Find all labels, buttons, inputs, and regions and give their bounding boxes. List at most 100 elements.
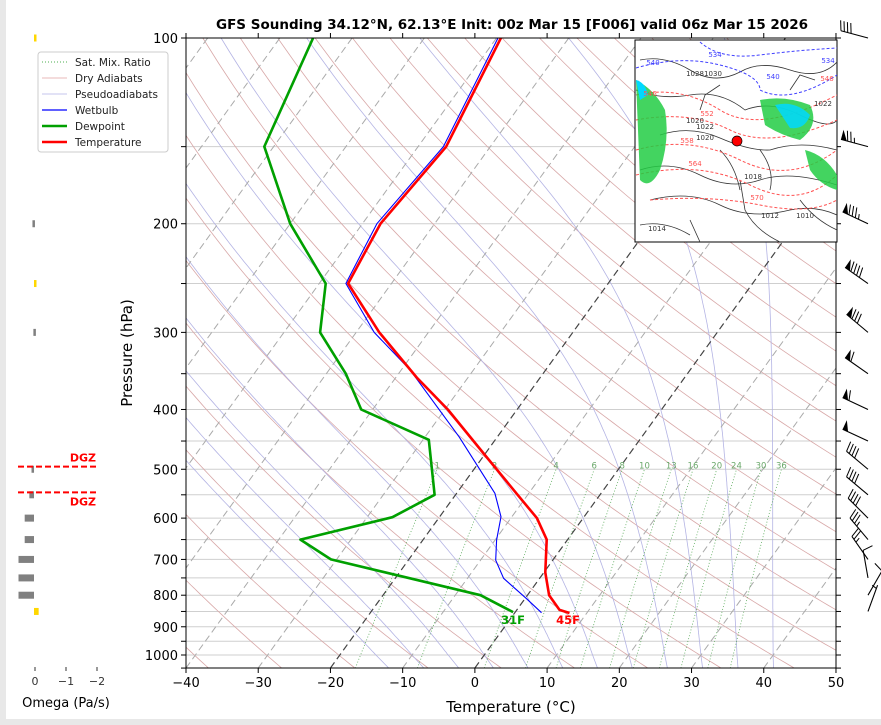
inset-map-label: 558 — [680, 137, 693, 145]
barb-staff — [842, 428, 869, 442]
inset-map-label: 1022 — [814, 100, 832, 108]
barb-full — [858, 267, 864, 278]
barb-full — [848, 443, 854, 454]
omega-bar — [34, 280, 37, 288]
barb-staff — [851, 536, 869, 560]
barb-full — [851, 527, 859, 537]
y-tick-label: 400 — [153, 403, 178, 418]
barb-full — [846, 441, 852, 452]
barb-staff — [842, 397, 869, 410]
omega-bar — [24, 514, 34, 522]
legend-label: Wetbulb — [75, 105, 119, 117]
barb-full — [850, 351, 855, 362]
x-tick-label: 0 — [471, 676, 479, 691]
inset-map-label: 570 — [750, 194, 763, 202]
inset-map-label: 564 — [688, 160, 702, 168]
window-edge-left — [0, 0, 6, 725]
dry-adiabat — [501, 38, 836, 318]
barb-flag — [842, 420, 849, 432]
dry-adiabat — [186, 513, 356, 668]
dry-adiabat — [352, 38, 836, 458]
barb-flag — [842, 202, 849, 215]
legend-label: Sat. Mix. Ratio — [75, 57, 151, 69]
inset-map-thickness-contours — [635, 41, 837, 210]
y-tick-label: 100 — [153, 32, 178, 47]
inset-map-label: 1020 — [686, 117, 704, 125]
pseudoadiabat — [186, 459, 390, 668]
x-tick-label: 20 — [611, 676, 628, 691]
dry-adiabat — [186, 134, 795, 668]
legend-label: Dewpoint — [75, 121, 125, 133]
inset-map-label: 1012 — [761, 212, 779, 220]
pseudoadiabat — [186, 417, 425, 668]
barb-full — [854, 473, 860, 484]
omega-tick-label: −2 — [89, 675, 105, 688]
y-tick-label: 800 — [153, 589, 178, 604]
mixing-ratio-line — [609, 469, 672, 668]
barb-flag — [845, 259, 851, 271]
legend: Sat. Mix. Ratio Dry Adiabats Pseudoadiabat… — [37, 51, 169, 153]
dry-adiabat — [202, 38, 836, 611]
inset-map-label: 1014 — [648, 225, 666, 233]
mixing-ratio-label: 8 — [619, 461, 624, 471]
omega-panel: 0 −1 −2 Omega (Pa/s) DGZ DGZ — [18, 34, 110, 711]
barb-flag — [845, 349, 851, 362]
omega-bar — [34, 34, 37, 42]
isotherm — [186, 38, 570, 569]
x-tick-label: −40 — [172, 676, 199, 691]
omega-bar — [18, 591, 34, 599]
barb-full — [854, 311, 860, 322]
mixing-ratio-line — [658, 469, 718, 668]
x-tick-label: 40 — [755, 676, 772, 691]
barb-full — [846, 467, 852, 478]
mixing-ratio-label: 20 — [711, 461, 722, 471]
wind-barb — [842, 202, 869, 225]
barb-full — [847, 488, 854, 499]
wind-barbs — [840, 20, 881, 612]
mixing-ratio-label: 24 — [731, 461, 742, 471]
inset-map-label: 546 — [820, 75, 834, 83]
inset-map-precip — [636, 80, 837, 190]
dry-adiabat — [314, 38, 836, 495]
barb-full — [855, 496, 862, 506]
barb-full — [850, 261, 855, 272]
isotherm — [402, 67, 836, 668]
barb-half — [857, 214, 860, 220]
barb-flag — [846, 306, 853, 319]
isotherm — [835, 667, 836, 668]
barb-flag — [840, 129, 847, 141]
mixing-ratio-line — [729, 469, 782, 668]
highlighted-isotherm — [474, 166, 836, 668]
mixing-ratio-line — [707, 469, 762, 668]
surface-dewpoint-label: 31F — [501, 613, 525, 627]
inset-map-label: 540 — [766, 73, 779, 81]
barb-flag — [842, 388, 849, 401]
inset-map-label: 1030 — [704, 70, 722, 78]
wind-barb — [842, 420, 869, 442]
isotherm — [186, 38, 642, 668]
barb-full — [862, 545, 873, 551]
dry-adiabat — [239, 38, 836, 571]
barb-half — [856, 521, 861, 527]
y-tick-label: 200 — [153, 218, 178, 233]
background-lines: 1 2 4 6 8 10 13 16 20 24 30 36 — [186, 38, 836, 668]
barb-full — [851, 309, 857, 320]
omega-bar — [34, 607, 39, 615]
inset-map-coastlines — [635, 58, 837, 242]
barb-full — [848, 390, 851, 401]
inset-map-label: 1020 — [696, 134, 714, 142]
barb-staff — [846, 450, 869, 470]
omega-bar — [29, 491, 34, 499]
pseudoadiabat — [186, 91, 598, 668]
barb-half — [855, 537, 860, 543]
isotherm — [186, 38, 497, 469]
inset-map-label: 1022 — [696, 123, 714, 131]
y-tick-label: 500 — [153, 463, 178, 478]
wind-barb — [842, 388, 869, 410]
omega-bar — [18, 555, 34, 563]
isotherm — [546, 267, 836, 668]
pseudoadiabat — [186, 256, 529, 668]
dry-adiabat — [186, 322, 575, 668]
mixing-ratio-line — [632, 469, 694, 668]
